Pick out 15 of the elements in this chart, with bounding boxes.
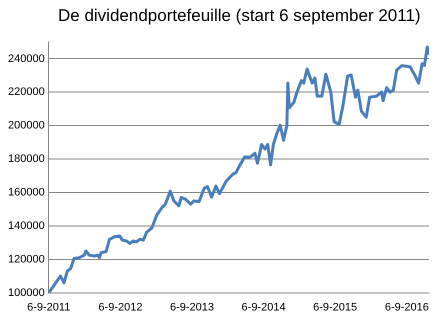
y-tick-label: 120000 xyxy=(8,253,45,266)
y-tick-label: 240000 xyxy=(8,52,45,65)
x-tick-label: 6-9-2014 xyxy=(242,301,286,314)
x-tick-label: 6-9-2016 xyxy=(384,301,429,314)
y-tick-label: 160000 xyxy=(8,186,45,199)
x-tick-label: 6-9-2012 xyxy=(98,301,142,314)
y-tick-label: 140000 xyxy=(8,220,45,232)
y-tick-label: 220000 xyxy=(8,86,45,98)
y-tick-label: 200000 xyxy=(8,120,45,132)
y-tick-label: 100000 xyxy=(8,286,45,299)
y-tick-label: 180000 xyxy=(8,153,45,166)
x-tick-label: 6-9-2015 xyxy=(313,301,358,314)
x-tick-label: 6-9-2013 xyxy=(170,301,214,314)
chart-title: De dividendportefeuille (start 6 september 2011) xyxy=(58,6,421,26)
x-tick-label: 6-9-2011 xyxy=(27,301,70,314)
